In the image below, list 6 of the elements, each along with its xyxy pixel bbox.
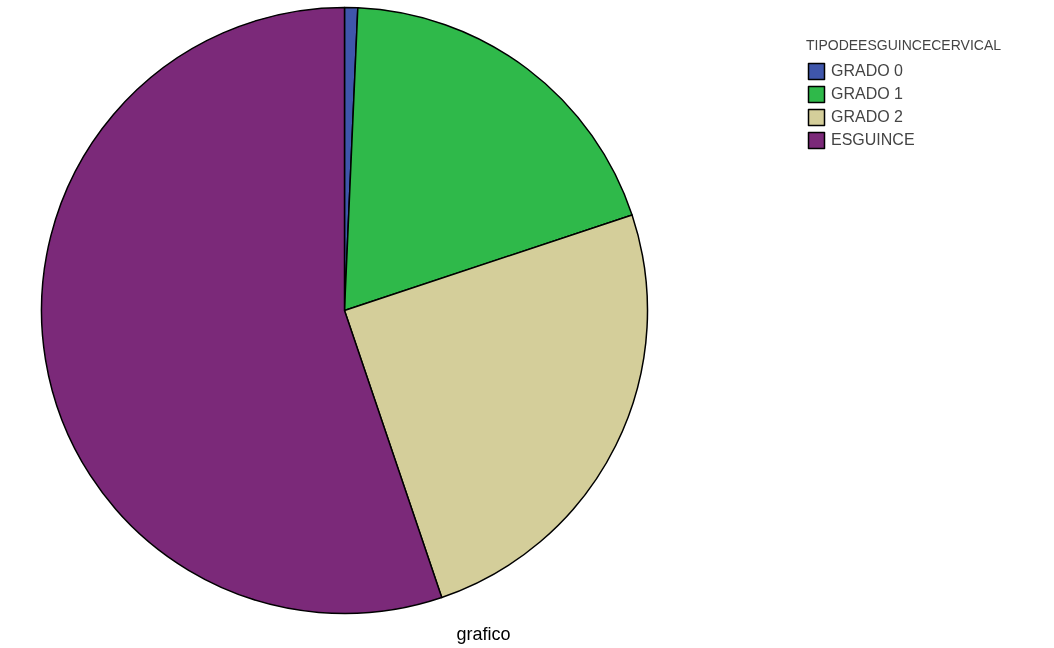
legend-label: ESGUINCE [831, 130, 915, 150]
legend-label: GRADO 2 [831, 107, 904, 127]
legend-label: GRADO 1 [831, 84, 904, 104]
legend-label: GRADO 0 [831, 61, 904, 81]
legend-title: TIPODEESGUINCECERVICAL [806, 37, 1002, 53]
text: grafico [456, 623, 511, 644]
